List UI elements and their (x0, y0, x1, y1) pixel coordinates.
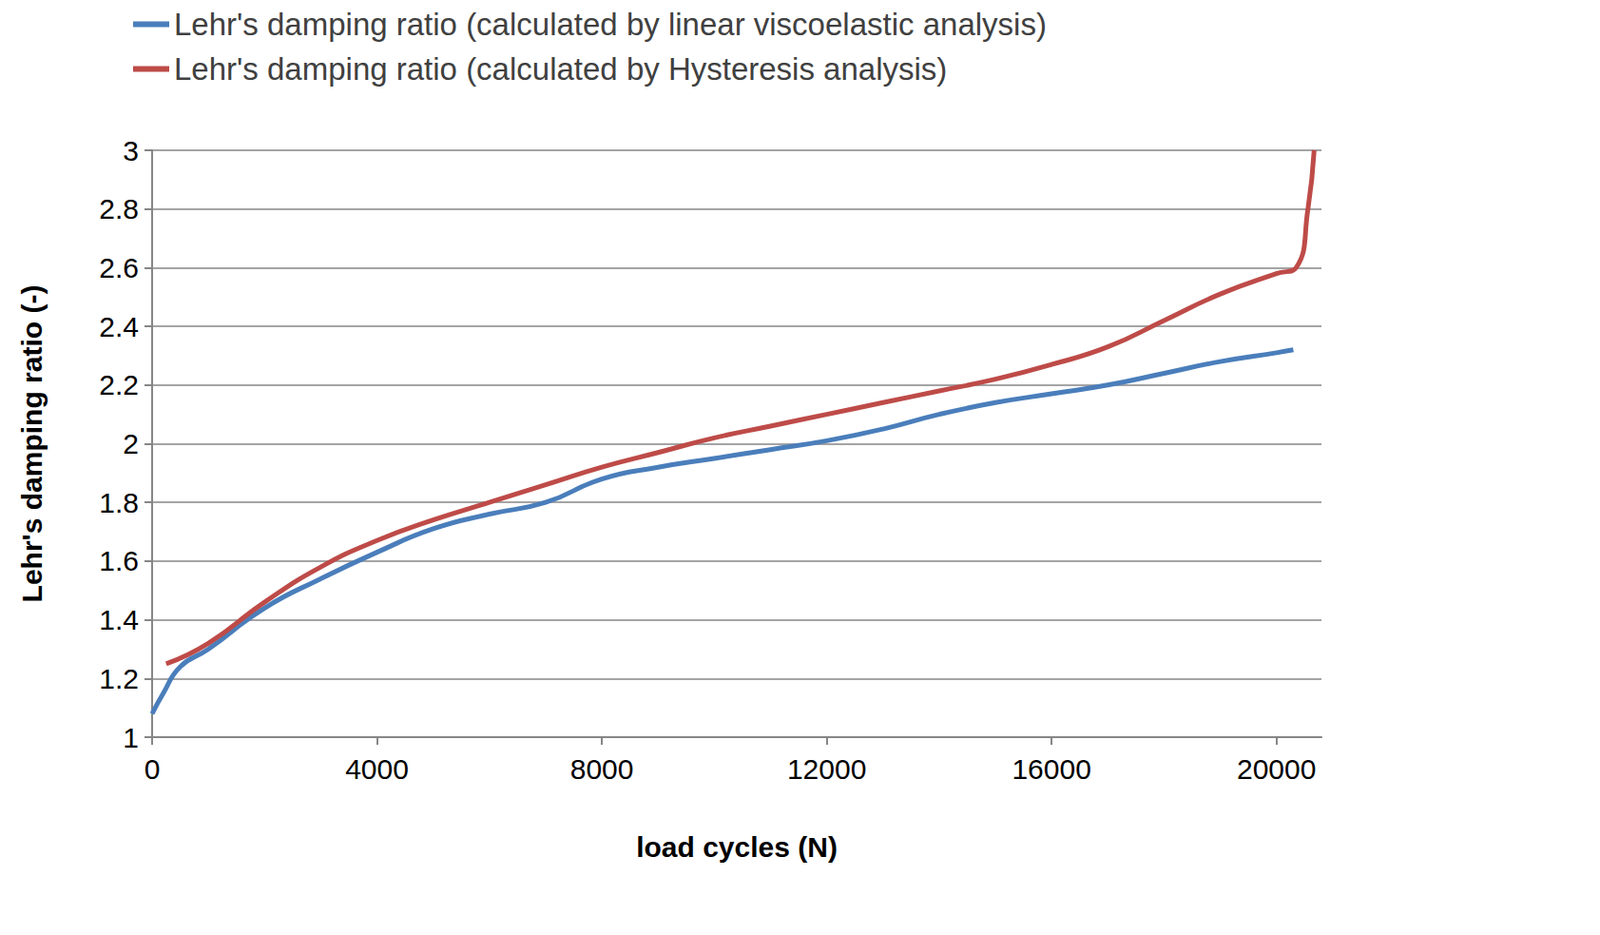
svg-text:load cycles (N): load cycles (N) (636, 830, 838, 863)
svg-text:1.4: 1.4 (98, 603, 139, 636)
svg-text:1.8: 1.8 (98, 486, 139, 519)
svg-text:3: 3 (122, 134, 139, 167)
svg-text:4000: 4000 (345, 752, 409, 785)
svg-text:2.6: 2.6 (98, 251, 139, 284)
svg-text:1: 1 (122, 721, 139, 753)
svg-text:1.6: 1.6 (98, 544, 139, 577)
svg-text:2.4: 2.4 (98, 310, 139, 343)
svg-text:1.2: 1.2 (98, 662, 139, 694)
svg-text:2: 2 (122, 427, 139, 460)
svg-text:Lehr's damping ratio (calculat: Lehr's damping ratio (calculated by line… (173, 6, 1047, 42)
svg-text:0: 0 (144, 752, 161, 785)
svg-text:8000: 8000 (570, 752, 635, 785)
svg-text:16000: 16000 (1011, 752, 1091, 785)
svg-text:Lehr's damping ratio (-): Lehr's damping ratio (-) (16, 285, 48, 603)
svg-text:2.2: 2.2 (98, 368, 139, 401)
svg-text:Lehr's damping ratio (calculat: Lehr's damping ratio (calculated by Hyst… (173, 51, 947, 87)
svg-text:20000: 20000 (1236, 752, 1316, 785)
svg-text:2.8: 2.8 (98, 192, 139, 225)
svg-text:12000: 12000 (787, 752, 867, 785)
